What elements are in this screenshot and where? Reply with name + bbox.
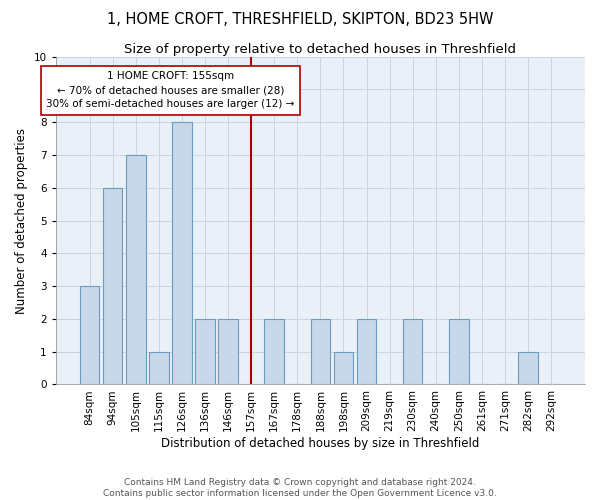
Bar (218, 319, 238, 384)
Bar (172, 122, 191, 384)
Bar (403, 319, 422, 384)
Bar (149, 352, 169, 384)
Bar (518, 352, 538, 384)
Bar (80, 286, 100, 384)
Bar (103, 188, 122, 384)
Bar (265, 319, 284, 384)
Title: Size of property relative to detached houses in Threshfield: Size of property relative to detached ho… (124, 42, 517, 56)
Y-axis label: Number of detached properties: Number of detached properties (15, 128, 28, 314)
Text: 1 HOME CROFT: 155sqm
← 70% of detached houses are smaller (28)
30% of semi-detac: 1 HOME CROFT: 155sqm ← 70% of detached h… (46, 72, 295, 110)
Bar (126, 155, 146, 384)
X-axis label: Distribution of detached houses by size in Threshfield: Distribution of detached houses by size … (161, 437, 479, 450)
Bar (311, 319, 330, 384)
Text: Contains HM Land Registry data © Crown copyright and database right 2024.
Contai: Contains HM Land Registry data © Crown c… (103, 478, 497, 498)
Bar (449, 319, 469, 384)
Bar (357, 319, 376, 384)
Bar (195, 319, 215, 384)
Text: 1, HOME CROFT, THRESHFIELD, SKIPTON, BD23 5HW: 1, HOME CROFT, THRESHFIELD, SKIPTON, BD2… (107, 12, 493, 28)
Bar (334, 352, 353, 384)
